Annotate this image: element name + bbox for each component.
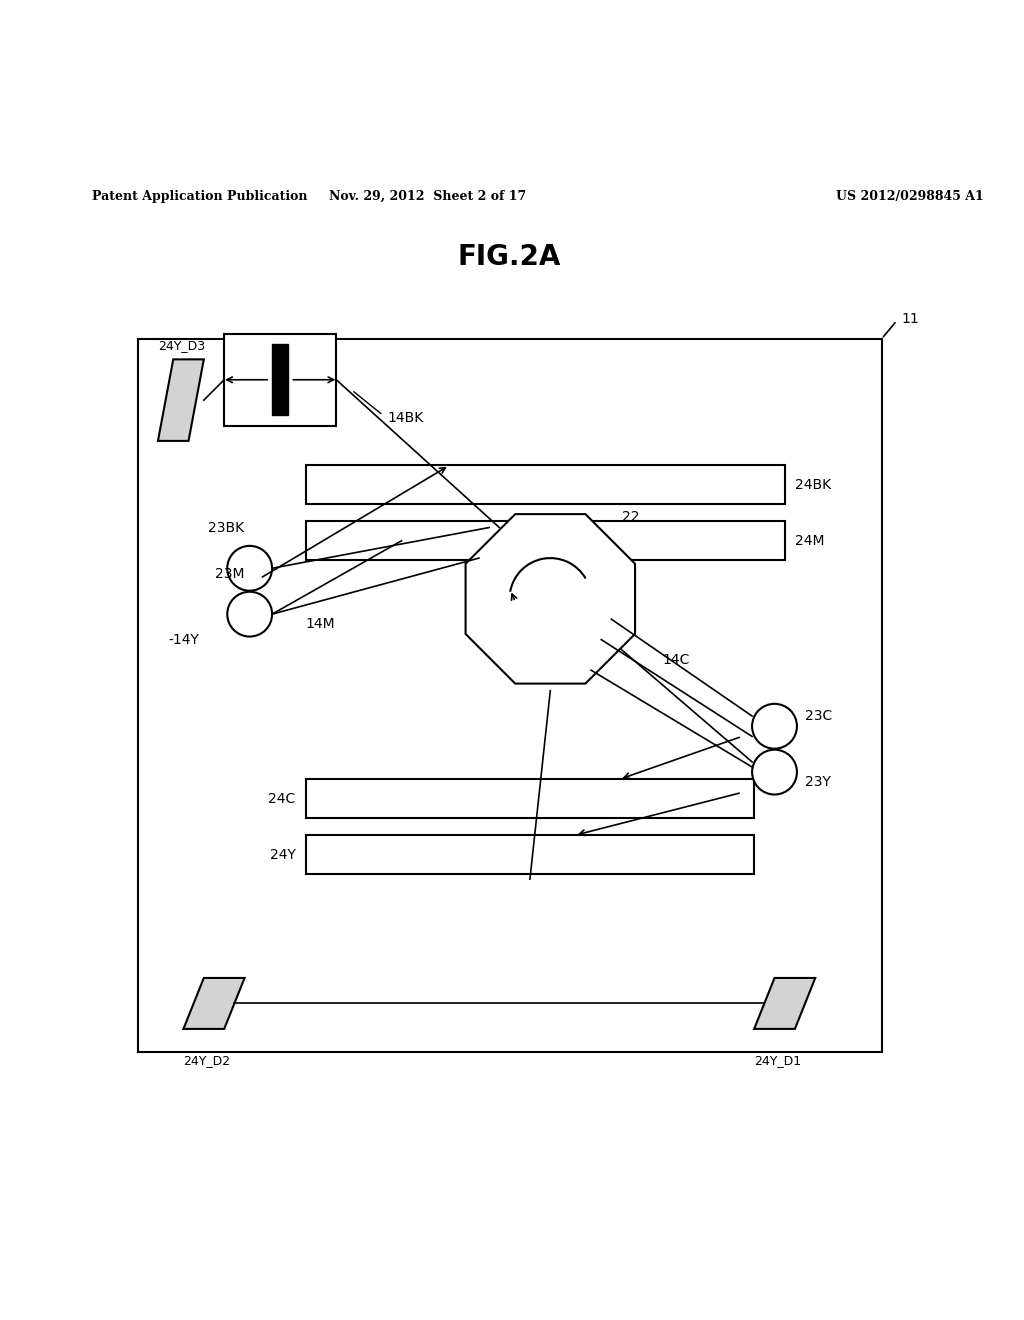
Bar [137, 339, 882, 1052]
Bar [224, 334, 336, 425]
Text: 23Y: 23Y [805, 775, 830, 789]
Text: 22: 22 [622, 511, 639, 524]
Circle shape [752, 704, 797, 748]
Text: 24M: 24M [795, 533, 824, 548]
Circle shape [227, 591, 272, 636]
Text: 23M: 23M [215, 566, 245, 581]
Text: 14BK: 14BK [387, 412, 424, 425]
Text: 24Y: 24Y [269, 847, 296, 862]
Bar [306, 466, 784, 504]
Polygon shape [183, 978, 245, 1028]
Circle shape [227, 546, 272, 591]
Text: US 2012/0298845 A1: US 2012/0298845 A1 [836, 190, 983, 203]
Text: 23C: 23C [805, 709, 833, 723]
Text: FIG.2A: FIG.2A [458, 243, 561, 272]
Text: Patent Application Publication: Patent Application Publication [92, 190, 307, 203]
Text: 24C: 24C [268, 792, 296, 805]
Text: 24BK: 24BK [795, 478, 831, 492]
Polygon shape [158, 359, 204, 441]
Text: -14Y: -14Y [168, 632, 199, 647]
Text: 24Y_D3: 24Y_D3 [158, 339, 205, 352]
Text: 11: 11 [902, 312, 920, 326]
Text: Nov. 29, 2012  Sheet 2 of 17: Nov. 29, 2012 Sheet 2 of 17 [330, 190, 526, 203]
Polygon shape [466, 513, 635, 684]
Bar [306, 779, 754, 818]
Bar [306, 521, 784, 560]
Text: 14C: 14C [663, 653, 690, 667]
Polygon shape [754, 978, 815, 1028]
Text: 23BK: 23BK [209, 520, 245, 535]
Text: 14M: 14M [306, 618, 335, 631]
Bar [306, 836, 754, 874]
Bar [272, 345, 289, 416]
Text: 24Y_D1: 24Y_D1 [754, 1055, 801, 1068]
Text: 24Y_D2: 24Y_D2 [183, 1055, 230, 1068]
Circle shape [752, 750, 797, 795]
